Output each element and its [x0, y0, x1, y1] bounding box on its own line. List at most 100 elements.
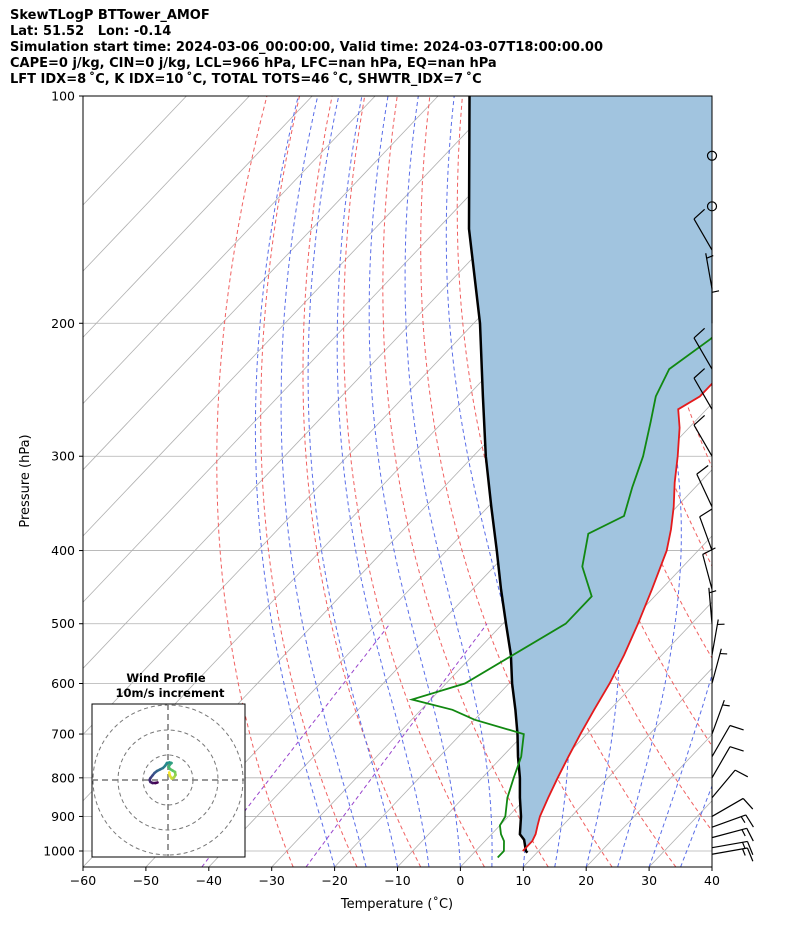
wind-barb-half-flag [706, 254, 714, 259]
hodograph-segment [154, 781, 159, 785]
dry-adiabat [420, 96, 613, 867]
moist-adiabat [368, 96, 461, 867]
x-tick-label: −10 [384, 873, 410, 888]
wind-barb-flag [699, 508, 713, 518]
y-tick-label: 400 [51, 543, 75, 558]
wind-barb-flag [746, 847, 754, 862]
wind-barb-staff [708, 587, 713, 624]
wind-barb-staff [711, 840, 748, 849]
wind-barb-staff [711, 797, 744, 817]
wind-barb [693, 208, 713, 251]
dewpoint-line [408, 336, 712, 859]
wind-barb-flag [729, 746, 744, 752]
wind-barb [699, 508, 713, 551]
wind-barb [711, 724, 744, 757]
y-tick-label: 500 [51, 616, 75, 631]
wind-barb [711, 648, 728, 684]
x-tick-label: −30 [259, 873, 285, 888]
wind-barb [711, 619, 725, 656]
wind-barb-staff [711, 619, 719, 656]
wind-barb-staff [711, 827, 747, 839]
x-tick-label: −60 [70, 873, 96, 888]
y-tick-label: 1000 [43, 844, 75, 859]
wind-barb-staff [699, 516, 713, 551]
wind-barb-half-flag [709, 590, 717, 594]
dry-adiabat [260, 96, 358, 867]
moist-adiabat [711, 865, 712, 867]
wind-barb [693, 327, 713, 370]
wind-barb-staff [711, 648, 722, 684]
x-tick-label: 0 [456, 873, 464, 888]
dry-adiabat [302, 96, 422, 867]
wind-barb-flag [746, 828, 754, 842]
parcel-area-fill [469, 96, 712, 851]
wind-barb-staff [711, 725, 731, 757]
wind-barb-flag [693, 415, 706, 426]
hodograph-subtitle: 10m/s increment [116, 686, 225, 700]
isotherm-line [83, 96, 439, 471]
isotherm-line [523, 667, 712, 867]
dry-adiabat [382, 96, 549, 867]
wind-barb [705, 253, 714, 289]
wind-barb [711, 746, 744, 779]
wind-barb-half-flag [722, 704, 730, 707]
dry-adiabat [526, 96, 712, 747]
moist-adiabat [254, 96, 336, 867]
wind-barb-staff [711, 769, 736, 799]
y-tick-label: 100 [51, 89, 75, 104]
wind-barbs [693, 150, 754, 862]
wind-barb-half-flag [741, 842, 746, 850]
isotherm-line [460, 601, 712, 867]
y-tick-label: 700 [51, 727, 75, 742]
isotherm-line [711, 866, 712, 867]
wind-barb [711, 700, 730, 735]
isotherm-line [83, 96, 376, 405]
x-tick-label: −40 [196, 873, 222, 888]
chart-title-block: SkewTLogP BTTower_AMOF Lat: 51.52 Lon: -… [10, 8, 790, 88]
moist-adiabat [617, 96, 682, 867]
title-line-indices: LFT IDX=8 ˚C, K IDX=10 ˚C, TOTAL TOTS=46… [10, 72, 482, 87]
title-line-cape: CAPE=0 j/kg, CIN=0 j/kg, LCL=966 hPa, LF… [10, 56, 497, 71]
dry-adiabat [492, 96, 712, 832]
y-tick-label: 900 [51, 809, 75, 824]
title-line-location: Lat: 51.52 Lon: -0.14 [10, 24, 172, 39]
x-tick-label: 10 [515, 873, 531, 888]
y-axis-label: Pressure (hPa) [18, 434, 33, 527]
wind-barb-staff [693, 377, 713, 410]
wind-barb-flag [745, 814, 754, 828]
wind-barb-flag [693, 327, 706, 339]
wind-barb-staff [711, 814, 747, 828]
wind-barb [711, 814, 754, 828]
wind-barb-half-flag [740, 816, 746, 823]
moist-adiabat [404, 96, 493, 867]
wind-barb-staff [693, 218, 713, 251]
isotherm-line [83, 96, 250, 272]
isotherm-line [585, 733, 712, 867]
y-tick-label: 200 [51, 316, 75, 331]
wind-barb-staff [711, 847, 748, 855]
x-axis-label: Temperature (˚C) [340, 896, 453, 912]
moist-adiabat [307, 96, 398, 867]
wind-barb-flag [696, 465, 709, 475]
wind-barb-flag [742, 798, 754, 810]
wind-barb-flag [693, 208, 706, 220]
mixing-ratio-line [305, 623, 488, 867]
wind-barb [696, 465, 713, 508]
wind-barb [711, 847, 754, 862]
wind-barb [693, 415, 713, 457]
x-tick-label: 40 [704, 873, 720, 888]
wind-barb [711, 840, 754, 855]
wind-barb-calm [706, 150, 718, 161]
isotherm-line [83, 96, 565, 603]
dry-adiabat [216, 96, 294, 867]
wind-barb-half-flag [741, 829, 746, 837]
isotherm-line [83, 96, 502, 537]
wind-barb [702, 547, 716, 590]
parcel-line [467, 96, 529, 854]
dry-adiabat [723, 96, 794, 867]
wind-barb-flag [729, 724, 744, 731]
wind-barb-staff [702, 554, 713, 590]
x-tick-label: −50 [133, 873, 159, 888]
wind-barb-half-flag [711, 290, 720, 293]
